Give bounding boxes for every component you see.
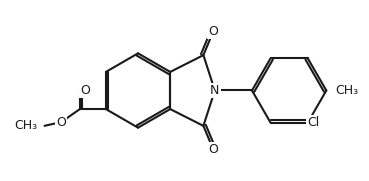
Text: O: O (208, 143, 218, 156)
Text: O: O (80, 84, 90, 97)
Text: CH₃: CH₃ (14, 119, 37, 132)
Text: Cl: Cl (307, 116, 320, 129)
Text: N: N (210, 84, 220, 97)
Text: O: O (56, 116, 66, 129)
Text: O: O (208, 25, 218, 38)
Text: CH₃: CH₃ (336, 84, 359, 97)
